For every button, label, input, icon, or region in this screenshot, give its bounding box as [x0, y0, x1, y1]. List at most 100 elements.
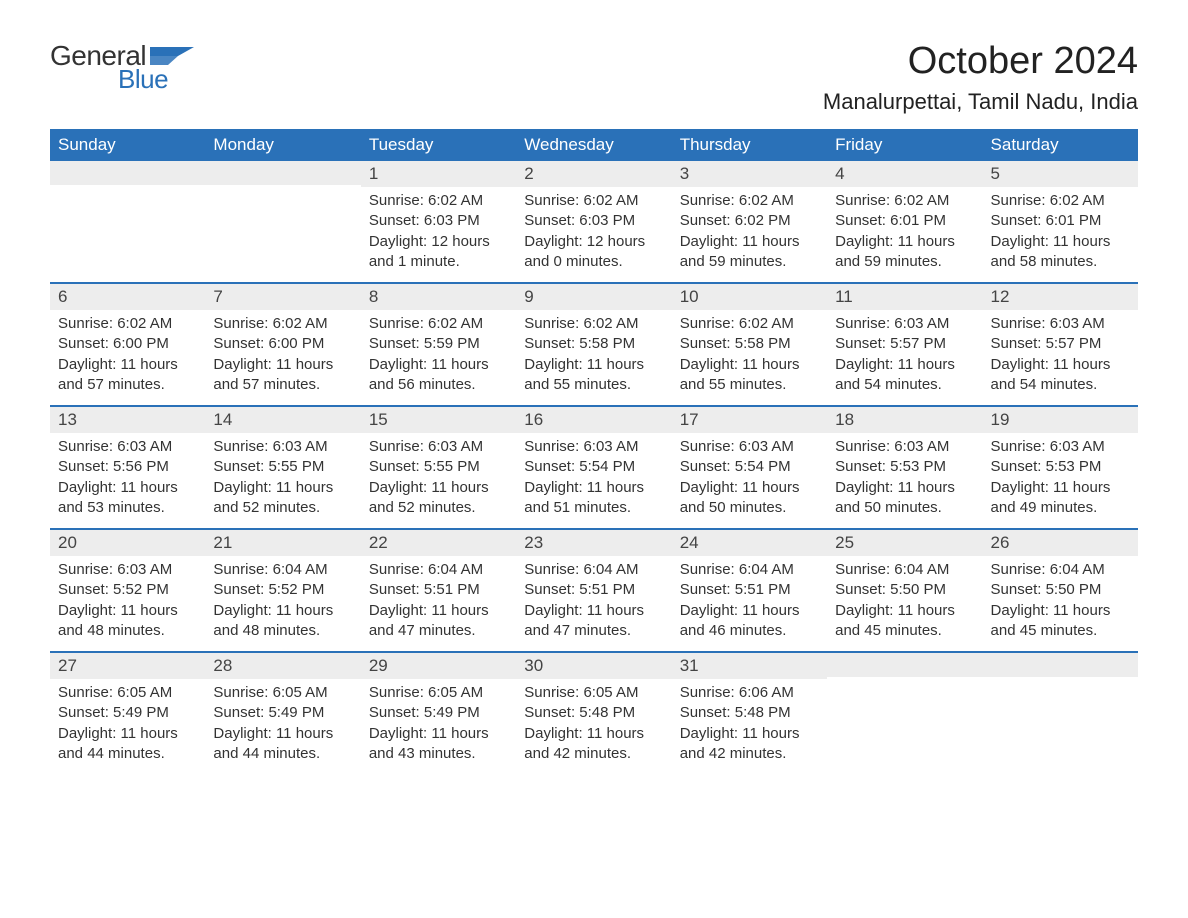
sunset-text: Sunset: 5:55 PM: [213, 457, 352, 477]
calendar-cell: 2Sunrise: 6:02 AMSunset: 6:03 PMDaylight…: [516, 161, 671, 282]
daylight-text: Daylight: 11 hours and 47 minutes.: [369, 601, 508, 642]
day-body: Sunrise: 6:02 AMSunset: 6:01 PMDaylight:…: [827, 187, 982, 282]
daynum-row: 26: [983, 530, 1138, 556]
day-number: 22: [369, 533, 388, 552]
daylight-text: Daylight: 11 hours and 47 minutes.: [524, 601, 663, 642]
day-body: Sunrise: 6:02 AMSunset: 5:59 PMDaylight:…: [361, 310, 516, 405]
sunset-text: Sunset: 5:48 PM: [680, 703, 819, 723]
sunset-text: Sunset: 5:48 PM: [524, 703, 663, 723]
day-number: 16: [524, 410, 543, 429]
sunset-text: Sunset: 5:56 PM: [58, 457, 197, 477]
sunset-text: Sunset: 6:01 PM: [835, 211, 974, 231]
sunrise-text: Sunrise: 6:02 AM: [58, 314, 197, 334]
sunset-text: Sunset: 5:50 PM: [835, 580, 974, 600]
daylight-text: Daylight: 11 hours and 42 minutes.: [524, 724, 663, 765]
weekday-header: Monday: [205, 129, 360, 161]
sunrise-text: Sunrise: 6:03 AM: [213, 437, 352, 457]
daylight-text: Daylight: 12 hours and 1 minute.: [369, 232, 508, 273]
daynum-row: 4: [827, 161, 982, 187]
daylight-text: Daylight: 11 hours and 44 minutes.: [213, 724, 352, 765]
calendar-week: 13Sunrise: 6:03 AMSunset: 5:56 PMDayligh…: [50, 405, 1138, 528]
day-number: 20: [58, 533, 77, 552]
sunrise-text: Sunrise: 6:05 AM: [369, 683, 508, 703]
day-body: Sunrise: 6:03 AMSunset: 5:54 PMDaylight:…: [672, 433, 827, 528]
daynum-row: 24: [672, 530, 827, 556]
day-number: 2: [524, 164, 533, 183]
sunrise-text: Sunrise: 6:05 AM: [213, 683, 352, 703]
sunset-text: Sunset: 5:55 PM: [369, 457, 508, 477]
sunset-text: Sunset: 5:57 PM: [991, 334, 1130, 354]
daynum-row: 31: [672, 653, 827, 679]
calendar-cell: 11 Sunrise: 6:03 AMSunset: 5:57 PMDayligh…: [827, 284, 982, 405]
calendar-cell: 5Sunrise: 6:02 AMSunset: 6:01 PMDaylight…: [983, 161, 1138, 282]
sunrise-text: Sunrise: 6:03 AM: [991, 437, 1130, 457]
calendar-week: 1Sunrise: 6:02 AMSunset: 6:03 PMDaylight…: [50, 161, 1138, 282]
day-body: Sunrise: 6:03 AMSunset: 5:55 PMDaylight:…: [361, 433, 516, 528]
daylight-text: Daylight: 11 hours and 54 minutes.: [835, 355, 974, 396]
daylight-text: Daylight: 11 hours and 54 minutes.: [991, 355, 1130, 396]
calendar-cell: 22Sunrise: 6:04 AMSunset: 5:51 PMDayligh…: [361, 530, 516, 651]
day-number: 11: [835, 287, 853, 306]
weekday-header-row: Sunday Monday Tuesday Wednesday Thursday…: [50, 129, 1138, 161]
daylight-text: Daylight: 11 hours and 56 minutes.: [369, 355, 508, 396]
calendar-cell: 27Sunrise: 6:05 AMSunset: 5:49 PMDayligh…: [50, 653, 205, 774]
day-body: Sunrise: 6:04 AMSunset: 5:50 PMDaylight:…: [983, 556, 1138, 651]
calendar-cell: 17Sunrise: 6:03 AMSunset: 5:54 PMDayligh…: [672, 407, 827, 528]
calendar-week: 27Sunrise: 6:05 AMSunset: 5:49 PMDayligh…: [50, 651, 1138, 774]
daylight-text: Daylight: 11 hours and 59 minutes.: [835, 232, 974, 273]
calendar-cell: 23Sunrise: 6:04 AMSunset: 5:51 PMDayligh…: [516, 530, 671, 651]
day-number: 14: [213, 410, 232, 429]
day-body: Sunrise: 6:04 AMSunset: 5:51 PMDaylight:…: [516, 556, 671, 651]
day-number: 26: [991, 533, 1010, 552]
calendar-cell: 19Sunrise: 6:03 AMSunset: 5:53 PMDayligh…: [983, 407, 1138, 528]
sunset-text: Sunset: 5:58 PM: [524, 334, 663, 354]
calendar-cell: 7Sunrise: 6:02 AMSunset: 6:00 PMDaylight…: [205, 284, 360, 405]
daylight-text: Daylight: 11 hours and 50 minutes.: [835, 478, 974, 519]
day-number: 15: [369, 410, 388, 429]
day-body: Sunrise: 6:05 AMSunset: 5:49 PMDaylight:…: [50, 679, 205, 774]
calendar-week: 20Sunrise: 6:03 AMSunset: 5:52 PMDayligh…: [50, 528, 1138, 651]
day-body: Sunrise: 6:03 AMSunset: 5:53 PMDaylight:…: [827, 433, 982, 528]
sunrise-text: Sunrise: 6:02 AM: [524, 314, 663, 334]
weekday-header: Wednesday: [516, 129, 671, 161]
daylight-text: Daylight: 11 hours and 58 minutes.: [991, 232, 1130, 273]
day-body: Sunrise: 6:03 AMSunset: 5:57 PMDaylight:…: [827, 310, 982, 405]
sunset-text: Sunset: 5:53 PM: [991, 457, 1130, 477]
sunrise-text: Sunrise: 6:02 AM: [680, 191, 819, 211]
day-number: 8: [369, 287, 378, 306]
calendar-cell: 4 Sunrise: 6:02 AMSunset: 6:01 PMDaylight…: [827, 161, 982, 282]
sunrise-text: Sunrise: 6:03 AM: [991, 314, 1130, 334]
daylight-text: Daylight: 11 hours and 44 minutes.: [58, 724, 197, 765]
calendar-cell: 15 Sunrise: 6:03 AMSunset: 5:55 PMDayligh…: [361, 407, 516, 528]
calendar-cell: 14Sunrise: 6:03 AMSunset: 5:55 PMDayligh…: [205, 407, 360, 528]
daynum-row: 19: [983, 407, 1138, 433]
sunrise-text: Sunrise: 6:04 AM: [369, 560, 508, 580]
brand-logo: General Blue: [50, 40, 194, 95]
daynum-row: 15: [361, 407, 516, 433]
sunset-text: Sunset: 5:49 PM: [213, 703, 352, 723]
sunrise-text: Sunrise: 6:04 AM: [524, 560, 663, 580]
daylight-text: Daylight: 11 hours and 53 minutes.: [58, 478, 197, 519]
day-body: Sunrise: 6:04 AMSunset: 5:51 PMDaylight:…: [672, 556, 827, 651]
day-number: 21: [213, 533, 232, 552]
sunrise-text: Sunrise: 6:05 AM: [58, 683, 197, 703]
location-subtitle: Manalurpettai, Tamil Nadu, India: [823, 89, 1138, 115]
daynum-row: 22: [361, 530, 516, 556]
sunrise-text: Sunrise: 6:02 AM: [835, 191, 974, 211]
daynum-row: [983, 653, 1138, 677]
daynum-row: 30: [516, 653, 671, 679]
daynum-row: [50, 161, 205, 185]
daylight-text: Daylight: 11 hours and 46 minutes.: [680, 601, 819, 642]
sunset-text: Sunset: 6:01 PM: [991, 211, 1130, 231]
daynum-row: 20: [50, 530, 205, 556]
daynum-row: 14: [205, 407, 360, 433]
weekday-header: Sunday: [50, 129, 205, 161]
day-number: 4: [835, 164, 844, 183]
calendar-cell: 30Sunrise: 6:05 AMSunset: 5:48 PMDayligh…: [516, 653, 671, 774]
sunrise-text: Sunrise: 6:04 AM: [835, 560, 974, 580]
day-number: 9: [524, 287, 533, 306]
day-number: 29: [369, 656, 388, 675]
day-number: 24: [680, 533, 699, 552]
daynum-row: 5: [983, 161, 1138, 187]
calendar-cell: 16Sunrise: 6:03 AMSunset: 5:54 PMDayligh…: [516, 407, 671, 528]
